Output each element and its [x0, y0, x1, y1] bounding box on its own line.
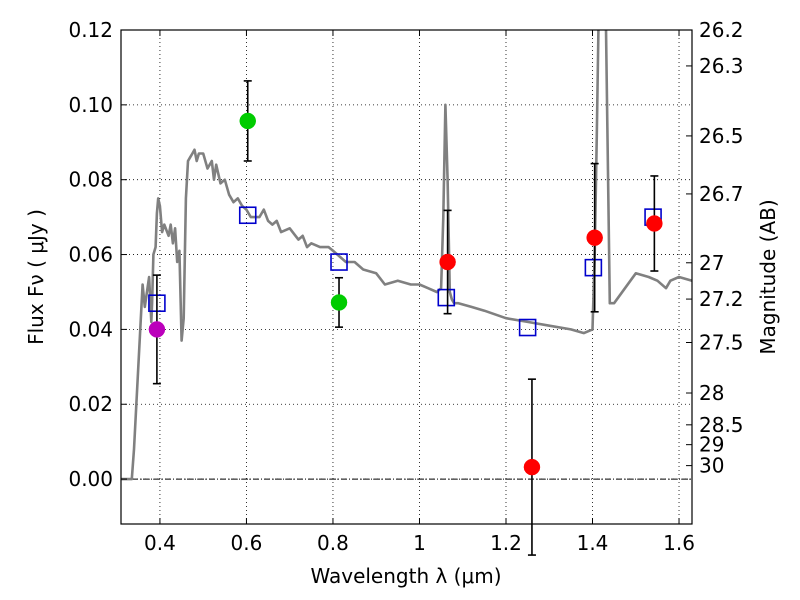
observed_red-point: [646, 215, 663, 232]
magnitude-tick-label: 27: [699, 251, 724, 275]
x-tick-label: 1.4: [577, 531, 609, 555]
x-tick-label: 0.4: [144, 531, 176, 555]
observed_magenta-point: [148, 321, 166, 338]
y-axis-title-left: Flux Fν ( μJy ): [24, 209, 48, 345]
data-points-layer: [148, 80, 663, 556]
magnitude-tick-label: 27.2: [699, 287, 744, 311]
y-axis-title-right: Magnitude (AB): [756, 199, 780, 354]
observed_green-point: [239, 112, 256, 130]
y-tick-label: 0.02: [68, 392, 113, 416]
sed-curve-layer: [121, 30, 692, 481]
plot-frame: [120, 29, 693, 525]
x-tick-label: 1.6: [663, 531, 695, 555]
magnitude-tick-label: 28.5: [699, 413, 744, 437]
observed_green-point: [330, 294, 348, 311]
magnitude-tick-label: 28: [699, 381, 724, 405]
x-tick-label: 1.2: [490, 531, 522, 555]
observed_red-point: [586, 229, 603, 246]
y-tick-label: 0.08: [68, 168, 113, 192]
model-band-square: [330, 253, 348, 271]
model-band-square: [584, 258, 603, 277]
magnitude-tick-label: 26.7: [699, 182, 744, 206]
model-band-square: [238, 206, 257, 225]
magnitude-tick-label: 26.2: [699, 18, 744, 42]
observed_red-point: [523, 458, 541, 476]
axis-ticks: 0.4 0.6 0.8 1 1.2 1.4 1.6 0.00 0.02 0.04 0.06 0.08 0…: [68, 18, 743, 555]
x-tick-label: 0.6: [231, 531, 263, 555]
y-tick-label: 0.12: [68, 18, 113, 42]
observed_red-point: [439, 253, 456, 271]
magnitude-tick-label: 29: [699, 433, 724, 457]
magnitude-tick-label: 26.3: [699, 54, 744, 78]
x-axis-title: Wavelength λ (μm): [310, 564, 501, 588]
y-tick-label: 0.04: [68, 317, 113, 341]
magnitude-tick-label: 27.5: [699, 330, 744, 354]
magnitude-tick-label: 30: [699, 454, 724, 478]
sed-template-line: [121, 30, 692, 481]
magnitude-tick-label: 26.5: [699, 124, 744, 148]
x-tick-label: 0.8: [317, 531, 349, 555]
model-band-square: [518, 318, 537, 337]
model-band-square: [437, 288, 456, 307]
x-tick-label: 1: [413, 531, 426, 555]
y-tick-label: 0.10: [68, 93, 113, 117]
y-tick-label: 0.06: [68, 243, 113, 267]
y-tick-label: 0.00: [68, 467, 113, 491]
